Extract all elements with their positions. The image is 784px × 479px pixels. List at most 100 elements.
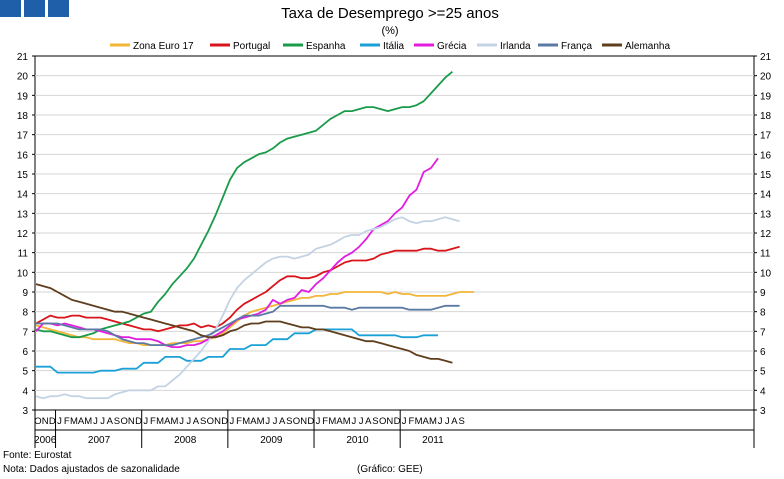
logo [0,0,69,17]
y-tick-label: 5 [22,367,28,378]
y-tick-label: 15 [17,170,29,181]
series-line-espanha [35,71,453,339]
y-tick-label: 13 [17,209,29,220]
x-tick-label: O [120,416,127,427]
y-tick-label: 4 [760,386,766,397]
x-tick-label: J [57,416,62,427]
x-tick-label: M [343,416,351,427]
x-tick-label: M [328,416,336,427]
x-tick-label: N [42,416,49,427]
legend-label: Irlanda [500,41,531,52]
x-tick-label: J [445,416,450,427]
x-tick-label: O [207,416,214,427]
x-tick-label: M [84,416,92,427]
y-tick-label: 18 [17,111,29,122]
x-year-label: 2007 [88,435,111,446]
x-tick-label: A [107,416,114,427]
x-tick-label: A [164,416,171,427]
legend-label: Espanha [306,41,346,52]
x-tick-label: J [229,416,234,427]
legend-label: França [561,41,593,52]
x-tick-label: A [193,416,200,427]
x-tick-label: A [423,416,430,427]
x-year-label: 2008 [174,435,197,446]
y-tick-label: 10 [760,268,772,279]
y-axis-left: 3 4 5 6 7 8 9 10 11 12 13 14 15 16 17 18 19 20 21 [17,52,35,417]
x-tick-label: O [293,416,300,427]
x-tick-label: J [438,416,443,427]
y-tick-label: 7 [760,327,766,338]
y-tick-label: 12 [17,229,29,240]
y-tick-label: 15 [760,170,772,181]
x-tick-label: M [170,416,178,427]
x-tick-label: F [322,416,328,427]
series-lines [35,71,474,400]
x-tick-label: N [386,416,393,427]
x-tick-label: S [286,416,292,427]
x-tick-label: A [78,416,85,427]
x-tick-label: A [250,416,257,427]
y-tick-label: 19 [760,91,772,102]
y-tick-label: 4 [22,386,28,397]
y-tick-label: 21 [17,52,29,63]
y-tick-label: 3 [760,406,766,417]
footer-source: Fonte: Eurostat [3,450,72,461]
y-tick-label: 18 [760,111,772,122]
y-tick-label: 14 [760,190,772,201]
x-tick-label: S [458,416,464,427]
x-year-label: 2011 [422,435,444,446]
y-tick-label: 17 [760,131,772,142]
legend-label: Itália [383,41,405,52]
x-tick-label: N [214,416,221,427]
x-tick-label: S [114,416,120,427]
legend-label: Grécia [437,41,467,52]
y-tick-label: 21 [760,52,772,63]
y-tick-label: 12 [760,229,772,240]
x-year-label: 2010 [346,435,369,446]
x-tick-label: M [429,416,437,427]
y-tick-label: 16 [760,150,772,161]
x-tick-label: A [365,416,372,427]
y-tick-label: 10 [17,268,29,279]
series-line-zona-euro-17 [35,291,474,347]
x-tick-label: J [179,416,184,427]
x-tick-label: M [415,416,423,427]
x-tick-label: D [394,416,401,427]
x-tick-label: F [150,416,156,427]
x-tick-label: M [242,416,250,427]
x-tick-label: A [336,416,343,427]
x-tick-label: J [265,416,270,427]
footer-note: Nota: Dados ajustados de sazonalidade [3,464,180,475]
y-tick-label: 9 [760,288,766,299]
series-line-fran-a [36,304,460,347]
x-tick-label: D [307,416,314,427]
x-tick-label: N [128,416,135,427]
logo-square-1 [0,0,21,17]
y-tick-label: 6 [760,347,766,358]
x-tick-label: J [143,416,148,427]
chart-title: Taxa de Desemprego >=25 anos [281,5,499,22]
x-tick-label: D [135,416,142,427]
legend-label: Zona Euro 17 [133,41,194,52]
x-tick-label: F [236,416,242,427]
y-tick-label: 16 [17,150,29,161]
x-tick-label: J [186,416,191,427]
y-tick-label: 11 [760,249,771,260]
footer-credit: (Gráfico: GEE) [357,464,423,475]
x-tick-label: M [156,416,164,427]
x-tick-label: O [34,416,41,427]
x-tick-label: A [451,416,458,427]
y-tick-label: 20 [760,72,772,83]
x-tick-label: D [49,416,56,427]
x-tick-label: J [273,416,278,427]
y-tick-label: 11 [18,249,29,260]
series-line-alemanha [35,283,453,364]
x-tick-label: J [359,416,364,427]
series-line-irlanda [35,216,460,400]
y-tick-label: 7 [22,327,28,338]
y-tick-label: 20 [17,72,29,83]
x-tick-label: F [64,416,70,427]
x-tick-label: O [379,416,386,427]
